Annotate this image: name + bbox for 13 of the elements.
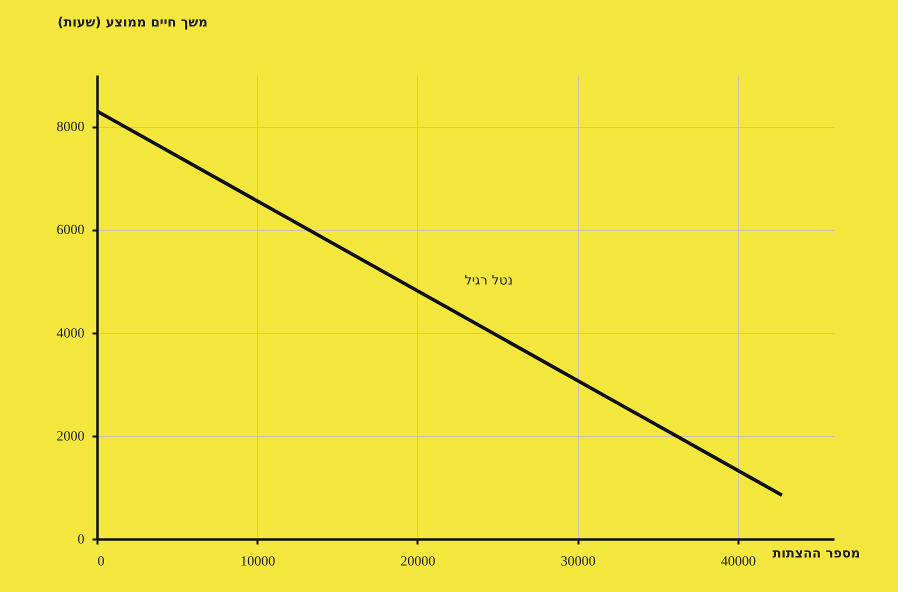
y-tick-label: 0 xyxy=(78,532,84,548)
y-tick-label: 6000 xyxy=(56,223,84,238)
y-tick-label: 2000 xyxy=(56,429,84,444)
x-tick-label: 30000 xyxy=(560,554,596,570)
x-tick-label: 0 xyxy=(98,554,104,570)
y-tick-label: 8000 xyxy=(56,120,84,136)
x-tick-label: 10000 xyxy=(240,554,276,570)
y-tick-label: 4000 xyxy=(56,326,84,342)
x-tick-label: 40000 xyxy=(720,554,756,570)
y-axis-title: משך חיים ממוצע (שעות) xyxy=(58,16,208,30)
series-label: נטל רגיל xyxy=(464,273,513,288)
x-tick-label: 20000 xyxy=(400,554,436,570)
x-axis-title: מספר ההצתות xyxy=(772,546,860,562)
